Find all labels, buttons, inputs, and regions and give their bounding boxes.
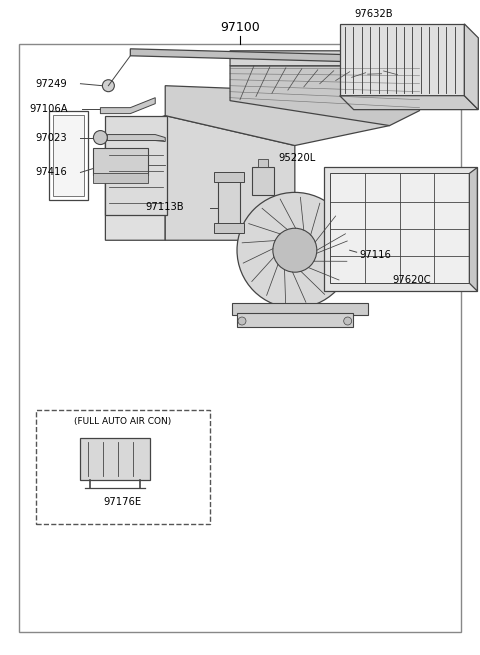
Bar <box>94 147 148 176</box>
Bar <box>330 174 469 283</box>
Polygon shape <box>130 49 390 63</box>
Bar <box>94 174 148 183</box>
Bar <box>232 303 368 315</box>
Text: 97249: 97249 <box>36 79 67 88</box>
Text: 97106A: 97106A <box>30 103 68 113</box>
Bar <box>252 168 274 195</box>
Circle shape <box>94 130 108 145</box>
Text: (FULL AUTO AIR CON): (FULL AUTO AIR CON) <box>74 417 171 426</box>
Bar <box>52 115 84 196</box>
Text: 97416: 97416 <box>36 168 67 178</box>
Polygon shape <box>230 66 420 126</box>
Text: 97023: 97023 <box>36 132 67 143</box>
Text: 97632B: 97632B <box>355 9 393 19</box>
Circle shape <box>344 317 352 325</box>
Polygon shape <box>469 168 477 291</box>
Circle shape <box>273 228 317 272</box>
Polygon shape <box>464 24 478 109</box>
Polygon shape <box>108 134 165 141</box>
Polygon shape <box>230 51 449 76</box>
Text: 97176E: 97176E <box>104 498 142 508</box>
Bar <box>36 410 210 525</box>
Bar <box>324 168 477 291</box>
Polygon shape <box>340 96 478 109</box>
Text: 97116: 97116 <box>360 250 392 260</box>
Text: 95220L: 95220L <box>278 153 315 164</box>
Text: 97113B: 97113B <box>145 202 184 212</box>
Bar <box>81 438 150 479</box>
Circle shape <box>238 317 246 325</box>
Polygon shape <box>165 86 390 145</box>
Polygon shape <box>100 98 155 113</box>
Bar <box>214 223 244 233</box>
Circle shape <box>237 193 353 308</box>
Bar <box>48 111 88 200</box>
Bar <box>218 180 240 225</box>
Polygon shape <box>106 116 165 240</box>
Text: 97620C: 97620C <box>393 275 431 285</box>
Bar <box>106 116 167 215</box>
Text: 97100: 97100 <box>220 22 260 34</box>
Bar <box>237 313 353 327</box>
Bar <box>214 172 244 183</box>
Bar <box>340 24 464 96</box>
Bar <box>258 159 268 168</box>
Polygon shape <box>390 51 449 76</box>
Polygon shape <box>165 116 295 240</box>
Circle shape <box>102 80 114 92</box>
